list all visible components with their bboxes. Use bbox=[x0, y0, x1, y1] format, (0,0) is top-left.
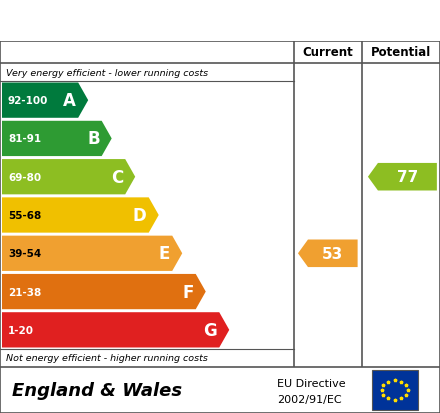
Text: 77: 77 bbox=[397, 170, 418, 185]
Text: England & Wales: England & Wales bbox=[12, 381, 182, 399]
Text: C: C bbox=[111, 169, 123, 186]
Text: 53: 53 bbox=[322, 246, 344, 261]
FancyBboxPatch shape bbox=[372, 370, 418, 410]
Text: D: D bbox=[133, 206, 147, 224]
Text: 1-20: 1-20 bbox=[8, 325, 34, 335]
Polygon shape bbox=[368, 164, 437, 191]
Polygon shape bbox=[2, 198, 159, 233]
Text: 69-80: 69-80 bbox=[8, 172, 41, 182]
Polygon shape bbox=[2, 274, 206, 309]
Text: 21-38: 21-38 bbox=[8, 287, 41, 297]
Polygon shape bbox=[2, 160, 135, 195]
Text: EU Directive: EU Directive bbox=[277, 378, 346, 388]
Text: 81-91: 81-91 bbox=[8, 134, 41, 144]
Text: Current: Current bbox=[302, 46, 353, 59]
Polygon shape bbox=[298, 240, 358, 268]
Text: 55-68: 55-68 bbox=[8, 211, 41, 221]
Text: A: A bbox=[63, 92, 76, 110]
Text: E: E bbox=[159, 244, 170, 263]
Text: Very energy efficient - lower running costs: Very energy efficient - lower running co… bbox=[6, 68, 208, 77]
Text: G: G bbox=[204, 321, 217, 339]
Text: 2002/91/EC: 2002/91/EC bbox=[277, 394, 342, 404]
Polygon shape bbox=[2, 83, 88, 119]
Polygon shape bbox=[2, 313, 229, 348]
Text: Potential: Potential bbox=[371, 46, 431, 59]
Text: Energy Efficiency Rating: Energy Efficiency Rating bbox=[10, 12, 279, 31]
Text: Not energy efficient - higher running costs: Not energy efficient - higher running co… bbox=[6, 354, 208, 363]
Text: 39-54: 39-54 bbox=[8, 249, 41, 259]
Text: 92-100: 92-100 bbox=[8, 96, 48, 106]
Polygon shape bbox=[2, 236, 182, 271]
Text: B: B bbox=[87, 130, 100, 148]
Text: F: F bbox=[182, 283, 194, 301]
Polygon shape bbox=[2, 121, 112, 157]
